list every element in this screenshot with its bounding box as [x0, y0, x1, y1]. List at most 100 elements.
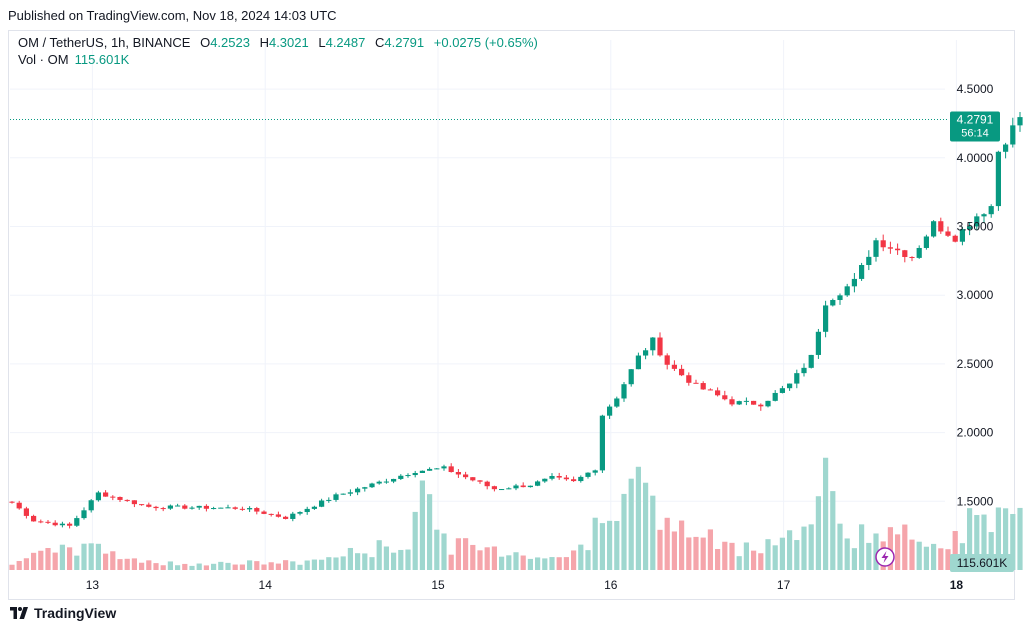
candle-body [146, 504, 152, 507]
chart-frame [8, 30, 1015, 600]
candle-body [779, 388, 785, 393]
volume-bar [441, 533, 447, 570]
candle-body [887, 247, 893, 249]
volume-bar [103, 553, 109, 570]
volume-bar [9, 564, 15, 570]
volume-bar [815, 496, 821, 570]
volume-bar [261, 564, 267, 570]
lightning-icon[interactable] [875, 547, 895, 567]
x-tick-label: 18 [950, 578, 964, 592]
candle-body [700, 383, 706, 390]
candle-body [578, 476, 584, 482]
volume-bar [837, 523, 843, 570]
candle-body [563, 477, 569, 480]
volume-bar [340, 556, 346, 570]
candle-body [794, 373, 800, 384]
volume-bar [873, 533, 879, 570]
volume-bar [607, 520, 613, 570]
volume-bar [909, 539, 915, 570]
volume-bar [650, 495, 656, 570]
candle-body [815, 331, 821, 355]
candle-body [823, 305, 829, 332]
volume-bar [700, 537, 706, 570]
candle-body [715, 390, 721, 396]
volume-bar [448, 554, 454, 570]
volume-bar [916, 541, 922, 570]
candle-body [758, 404, 764, 407]
candle-body [851, 278, 857, 287]
volume-bar [722, 541, 728, 570]
y-tick-label: 2.5000 [957, 357, 994, 371]
candle-body [542, 478, 548, 482]
volume-bar [124, 558, 130, 570]
volume-bar [578, 544, 584, 570]
candle-body [621, 384, 627, 399]
volume-bar [31, 552, 37, 570]
volume-badge: 115.601K [950, 554, 1014, 572]
candle-body [45, 521, 51, 523]
candle-body [182, 505, 188, 509]
candle-body [808, 354, 814, 368]
volume-bar [779, 537, 785, 570]
volume-bar [787, 530, 793, 570]
candle-body [268, 513, 274, 515]
y-tick-label: 3.0000 [957, 288, 994, 302]
volume-bar [167, 561, 173, 570]
volume-bar [585, 550, 591, 570]
volume-bar [290, 561, 296, 570]
candle-body [880, 240, 886, 248]
candle-body [427, 468, 433, 471]
volume-bar [153, 563, 159, 570]
symbol-label: OM / TetherUS, 1h, BINANCE [18, 35, 191, 50]
volume-bar [326, 557, 332, 570]
candle-body [499, 489, 505, 491]
volume-bar [902, 524, 908, 570]
last-price-value: 4.2791 [957, 112, 994, 126]
volume-bar [470, 544, 476, 570]
x-tick-label: 17 [777, 578, 791, 592]
candle-body [419, 470, 425, 473]
bar-countdown: 56:14 [961, 127, 989, 139]
candle-body [967, 226, 973, 230]
candle-body [981, 214, 987, 217]
tradingview-logo[interactable]: TradingView [10, 605, 116, 621]
volume-bar [88, 543, 94, 570]
volume-bar [23, 558, 29, 570]
candle-body [470, 477, 476, 481]
volume-bar [535, 557, 541, 570]
volume-bar [736, 556, 742, 570]
candle-body [405, 475, 411, 477]
volume-bar [686, 537, 692, 570]
x-tick-label: 15 [431, 578, 445, 592]
candle-body [571, 479, 577, 482]
volume-bar [297, 564, 303, 570]
volume-bar [369, 557, 375, 570]
grid-lines [10, 40, 957, 570]
volume-bar [455, 538, 461, 570]
candle-body [455, 472, 461, 475]
price-chart[interactable]: 4.5000 4.0000 3.5000 3.0000 2.5000 2.0000 1.50… [0, 0, 1024, 600]
candle-body [311, 506, 317, 509]
candle-body [81, 510, 87, 519]
candle-body [38, 521, 44, 523]
candle-body [765, 400, 771, 407]
volume-bar [556, 557, 562, 570]
volume-bar [239, 564, 245, 570]
volume-label: Vol · OM [18, 52, 69, 67]
candle-body [1003, 144, 1009, 152]
volume-bar [679, 520, 685, 570]
candle-body [916, 247, 922, 258]
y-tick-label: 4.0000 [957, 151, 994, 165]
volume-bar [398, 549, 404, 570]
volume-bar [434, 529, 440, 570]
candle-body [225, 507, 231, 509]
candle-body [139, 504, 145, 506]
volume-bars [9, 457, 1023, 570]
volume-bar [571, 550, 577, 570]
volume-bar [491, 546, 497, 570]
volume-bar [614, 520, 620, 570]
volume-bar [477, 550, 483, 570]
volume-bar [283, 560, 289, 570]
volume-bar [304, 560, 310, 570]
candle-body [527, 485, 533, 488]
